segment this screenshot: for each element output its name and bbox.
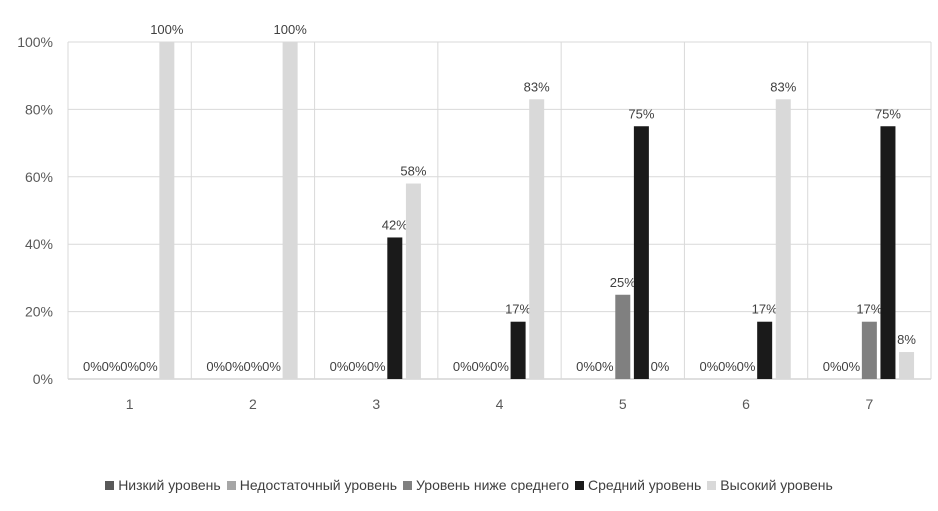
data-label: 0% <box>737 359 756 374</box>
data-label: 0% <box>367 359 386 374</box>
legend-item: Низкий уровень <box>105 477 221 493</box>
data-label: 0% <box>102 359 121 374</box>
data-label: 75% <box>875 106 901 121</box>
data-label: 0% <box>651 359 670 374</box>
x-tick-label: 4 <box>496 396 504 412</box>
data-label: 0% <box>330 359 349 374</box>
legend-item: Высокий уровень <box>707 477 833 493</box>
bar <box>510 321 526 379</box>
data-label: 0% <box>262 359 281 374</box>
data-label: 0% <box>823 359 842 374</box>
legend-swatch <box>105 481 115 490</box>
x-tick-label: 6 <box>742 396 750 412</box>
data-label: 0% <box>225 359 244 374</box>
data-label: 0% <box>576 359 595 374</box>
legend-item: Уровень ниже среднего <box>403 477 569 493</box>
x-tick-label: 3 <box>372 396 380 412</box>
bar <box>405 183 421 379</box>
data-label: 58% <box>400 164 426 179</box>
data-label: 100% <box>274 22 308 37</box>
data-label: 0% <box>453 359 472 374</box>
data-label: 100% <box>150 22 184 37</box>
bar <box>159 42 175 379</box>
bar-chart: 0%20%40%60%80%100%1 2 3 4 5 6 70% 0% 0% 0% 0% 0% 0%0… <box>17 22 932 412</box>
y-tick-label: 20% <box>25 304 53 320</box>
bar <box>880 126 896 379</box>
legend-label: Высокий уровень <box>720 477 833 493</box>
data-label: 75% <box>628 106 654 121</box>
legend-swatch <box>403 481 413 490</box>
chart-legend: Низкий уровень Недостаточный уровень Урове… <box>0 477 938 493</box>
data-label: 42% <box>382 217 408 232</box>
bar <box>633 126 649 379</box>
bar <box>861 321 877 379</box>
bar <box>899 352 915 379</box>
x-tick-label: 5 <box>619 396 627 412</box>
data-label: 83% <box>770 79 796 94</box>
legend-swatch <box>574 481 584 490</box>
data-label: 0% <box>83 359 102 374</box>
data-label: 0% <box>490 359 509 374</box>
data-label: 8% <box>897 332 916 347</box>
legend-label: Уровень ниже среднего <box>416 477 569 493</box>
data-label: 25% <box>610 275 636 290</box>
bar <box>529 99 545 379</box>
y-tick-label: 40% <box>25 236 53 252</box>
legend-swatch <box>226 481 236 490</box>
x-tick-label: 7 <box>865 396 873 412</box>
data-label: 0% <box>841 359 860 374</box>
legend-item: Недостаточный уровень <box>226 477 398 493</box>
data-label: 0% <box>718 359 737 374</box>
bar <box>757 321 773 379</box>
data-label: 0% <box>120 359 139 374</box>
data-label: 0% <box>139 359 158 374</box>
y-tick-label: 80% <box>25 101 53 117</box>
data-label: 0% <box>206 359 225 374</box>
x-tick-label: 1 <box>126 396 134 412</box>
legend-label: Недостаточный уровень <box>239 477 398 493</box>
data-label: 17% <box>505 302 531 317</box>
data-label: 0% <box>472 359 491 374</box>
data-label: 17% <box>752 302 778 317</box>
data-label: 0% <box>348 359 367 374</box>
y-tick-label: 0% <box>33 371 53 387</box>
data-label: 17% <box>856 302 882 317</box>
legend-label: Средний уровень <box>587 477 702 493</box>
bar <box>615 294 631 379</box>
legend-item: Средний уровень <box>574 477 702 493</box>
x-tick-label: 2 <box>249 396 257 412</box>
bar <box>387 237 403 379</box>
data-label: 0% <box>699 359 718 374</box>
y-tick-label: 100% <box>17 34 53 50</box>
data-label: 0% <box>244 359 263 374</box>
legend-label: Низкий уровень <box>118 477 221 493</box>
data-label: 0% <box>595 359 614 374</box>
legend-swatch <box>707 481 717 490</box>
y-tick-label: 60% <box>25 169 53 185</box>
bar <box>282 42 298 379</box>
bar <box>775 99 791 379</box>
data-label: 83% <box>524 79 550 94</box>
